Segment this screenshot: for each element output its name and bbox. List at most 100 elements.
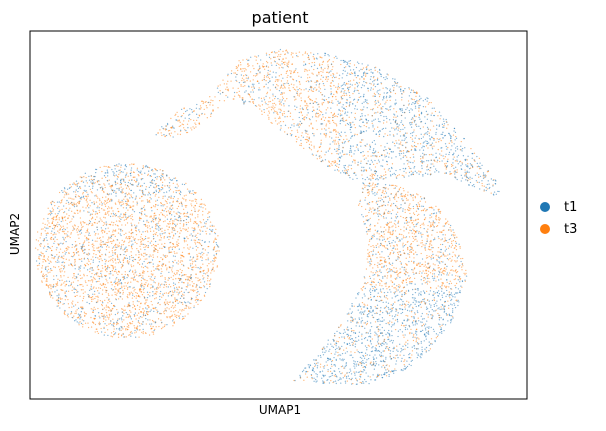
scatter-point-t3-2271 — [152, 217, 154, 220]
scatter-point-t3-3590 — [313, 61, 316, 64]
scatter-point-t3-3807 — [237, 94, 240, 96]
scatter-point-t3-127 — [42, 273, 44, 275]
scatter-point-t1-2197 — [181, 281, 183, 283]
scatter-point-t3-4283 — [266, 92, 268, 95]
scatter-point-t3-2095 — [188, 306, 190, 308]
scatter-point-t3-178 — [52, 220, 54, 222]
scatter-point-t3-104 — [65, 283, 67, 286]
scatter-point-t3-2470 — [154, 227, 157, 230]
scatter-point-t1-2558 — [153, 277, 156, 280]
scatter-point-t3-2747 — [188, 307, 190, 310]
scatter-point-t3-3017 — [129, 322, 131, 324]
scatter-point-t3-2631 — [60, 276, 62, 278]
scatter-point-t3-427 — [74, 225, 76, 227]
scatter-point-t3-1700 — [105, 246, 108, 248]
scatter-point-t1-4474 — [187, 127, 189, 129]
scatter-point-t3-2409 — [102, 224, 104, 227]
scatter-point-t3-4324 — [312, 90, 315, 92]
scatter-point-t3-777 — [87, 237, 89, 240]
scatter-point-t1-2247 — [204, 225, 206, 227]
scatter-point-t3-4756 — [212, 100, 214, 102]
scatter-point-t1-1492 — [133, 286, 135, 288]
scatter-point-t3-4972 — [292, 86, 294, 89]
scatter-point-t3-159 — [120, 308, 123, 310]
scatter-point-t3-3781 — [253, 86, 255, 88]
scatter-point-t3-4561 — [192, 126, 194, 128]
scatter-point-t3-4146 — [344, 124, 347, 126]
scatter-point-t1-4993 — [379, 130, 381, 132]
scatter-point-t1-4366 — [369, 163, 371, 166]
scatter-point-t3-895 — [137, 257, 140, 259]
scatter-point-t1-337 — [86, 269, 89, 271]
scatter-point-t3-4110 — [269, 97, 271, 99]
scatter-point-t3-4692 — [259, 67, 261, 69]
scatter-point-t3-500 — [159, 303, 161, 306]
scatter-point-t3-915 — [152, 205, 155, 207]
scatter-point-t3-735 — [112, 231, 114, 233]
scatter-point-t3-2920 — [155, 204, 157, 206]
scatter-point-t3-1711 — [156, 256, 159, 258]
scatter-point-t3-1398 — [106, 314, 108, 316]
scatter-point-t3-2300 — [129, 294, 131, 296]
scatter-point-t1-2206 — [150, 309, 152, 311]
scatter-point-t1-3727 — [260, 59, 262, 61]
scatter-point-t1-2944 — [134, 329, 136, 332]
scatter-point-t3-787 — [181, 260, 184, 262]
scatter-point-t1-3084 — [169, 290, 172, 293]
scatter-point-t3-1852 — [91, 217, 94, 219]
scatter-point-t3-1394 — [164, 256, 167, 258]
scatter-point-t3-2471 — [172, 284, 175, 287]
scatter-point-t3-4052 — [170, 117, 172, 120]
scatter-point-t1-3544 — [415, 100, 417, 103]
scatter-point-t3-1157 — [154, 187, 156, 189]
scatter-point-t1-956 — [82, 244, 84, 246]
scatter-point-t3-2085 — [150, 300, 152, 303]
scatter-point-t1-4598 — [435, 152, 437, 154]
scatter-point-t1-3908 — [467, 155, 469, 157]
scatter-point-t1-2328 — [114, 313, 117, 316]
scatter-point-t3-810 — [107, 299, 110, 301]
scatter-point-t3-2053 — [144, 223, 147, 226]
scatter-point-t1-2681 — [101, 186, 103, 188]
scatter-point-t3-3660 — [347, 90, 350, 92]
scatter-point-t3-1729 — [68, 264, 70, 266]
scatter-point-t1-1869 — [133, 211, 136, 213]
scatter-point-t3-1770 — [92, 276, 95, 278]
scatter-point-t1-2710 — [89, 221, 92, 223]
scatter-point-t1-3081 — [68, 280, 71, 283]
scatter-point-t3-1349 — [174, 225, 177, 228]
scatter-point-t3-2415 — [127, 216, 129, 219]
scatter-point-t3-3801 — [348, 116, 350, 118]
scatter-point-t1-2826 — [157, 191, 160, 194]
scatter-point-t3-3778 — [389, 99, 391, 102]
scatter-point-t3-4359 — [481, 185, 483, 187]
scatter-point-t1-4034 — [456, 156, 458, 158]
scatter-point-t3-300 — [64, 250, 66, 252]
scatter-point-t3-1854 — [129, 215, 132, 217]
scatter-point-t3-1877 — [208, 262, 210, 265]
scatter-point-t3-2667 — [124, 251, 127, 253]
scatter-point-t1-2477 — [160, 290, 162, 293]
scatter-point-t3-697 — [100, 243, 102, 246]
scatter-point-t3-2866 — [59, 228, 61, 230]
scatter-point-t1-3687 — [233, 91, 236, 94]
scatter-point-t3-261 — [130, 228, 133, 231]
scatter-point-t1-4737 — [377, 179, 379, 181]
scatter-point-t3-4827 — [332, 160, 334, 163]
scatter-point-t1-4112 — [362, 74, 365, 76]
scatter-point-t3-599 — [101, 232, 104, 234]
scatter-point-t3-483 — [39, 237, 41, 239]
scatter-point-t1-1067 — [207, 219, 209, 221]
scatter-point-t3-2967 — [75, 196, 77, 198]
scatter-point-t3-2588 — [68, 306, 70, 309]
plot-frame — [29, 30, 528, 400]
scatter-point-t3-4742 — [247, 63, 249, 65]
scatter-point-t3-2896 — [45, 280, 47, 282]
scatter-point-t3-1595 — [131, 271, 134, 273]
scatter-point-t3-2928 — [160, 319, 162, 321]
scatter-point-t1-4085 — [471, 157, 473, 159]
scatter-point-t3-3145 — [121, 265, 123, 268]
scatter-point-t1-4538 — [423, 145, 425, 148]
scatter-point-t1-4290 — [323, 95, 326, 97]
scatter-point-t3-1409 — [204, 249, 207, 251]
